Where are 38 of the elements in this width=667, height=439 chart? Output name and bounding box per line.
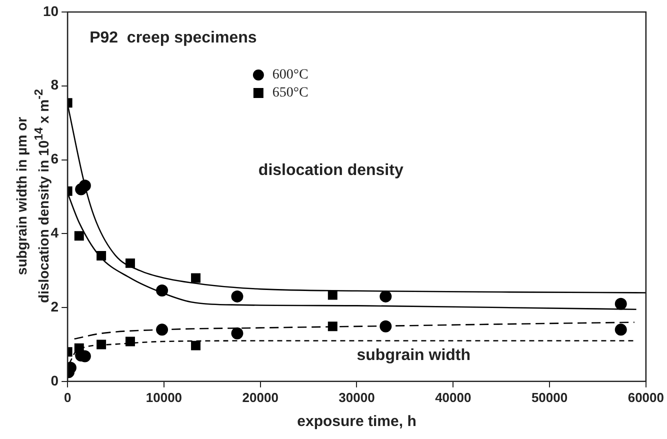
point xyxy=(125,258,135,268)
point xyxy=(191,340,201,350)
point xyxy=(156,284,168,297)
point xyxy=(231,327,244,340)
x-axis-title: exposure time, h xyxy=(297,413,416,430)
point xyxy=(74,231,84,241)
point xyxy=(96,340,106,350)
point xyxy=(328,290,338,300)
y-tick-label: 10 xyxy=(42,2,59,19)
x-tick-label: 20000 xyxy=(242,390,278,405)
y-tick-label: 4 xyxy=(50,224,59,240)
y-tick-label: 6 xyxy=(50,150,59,167)
point xyxy=(231,290,244,302)
annotation: dislocation density xyxy=(258,162,404,180)
x-tick-label: 60000 xyxy=(628,390,664,405)
point xyxy=(380,290,392,302)
annotation: subgrain width xyxy=(356,346,471,364)
point xyxy=(96,251,106,261)
x-tick-label: 10000 xyxy=(146,390,182,405)
y-tick-label: 0 xyxy=(50,372,59,388)
point xyxy=(614,298,627,310)
point xyxy=(191,273,201,283)
point xyxy=(380,320,392,332)
x-tick-label: 50000 xyxy=(531,390,568,405)
x-tick-label: 30000 xyxy=(338,390,375,405)
point xyxy=(614,324,627,336)
y-tick-label: 8 xyxy=(50,76,59,93)
line-series xyxy=(74,322,636,340)
x-tick-label: 0 xyxy=(64,390,72,405)
text: P92 creep specimens xyxy=(90,29,257,46)
legend-label: 650°C xyxy=(272,86,308,101)
x-tick-label: 40000 xyxy=(435,390,472,405)
point xyxy=(328,322,338,332)
point xyxy=(156,324,168,336)
point xyxy=(125,336,135,346)
legend-label: 600°C xyxy=(272,68,308,83)
y-tick-label: 2 xyxy=(50,298,59,314)
point xyxy=(78,180,91,192)
